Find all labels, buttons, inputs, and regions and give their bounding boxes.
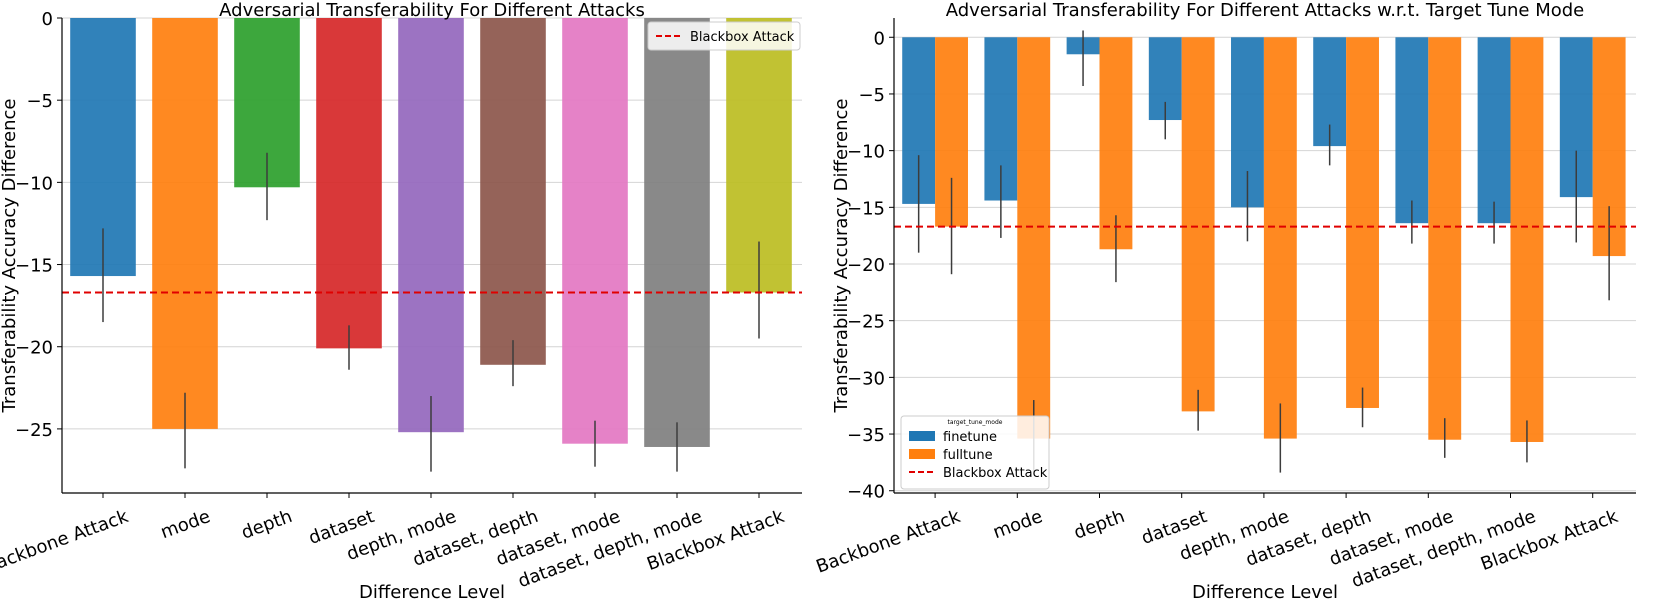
legend-label-finetune: finetune [943,430,997,445]
legend: target_tune_mode finetune fulltune Blackbox… [900,415,1050,490]
y-axis-label: Transferability Accuracy Difference [0,99,20,414]
ytick-label: −10 [15,173,53,194]
ytick-label: −20 [15,338,53,359]
ytick-label: −5 [26,91,53,112]
ytick-label: −30 [847,368,885,389]
bar-fulltune [1346,37,1379,408]
bar-fulltune [1263,37,1297,439]
xtick-label: mode [990,506,1045,543]
legend-label-reference: Blackbox Attack [943,466,1048,481]
x-axis-label: Difference Level [1192,582,1338,603]
xtick-label: Blackbox Attack [1478,506,1621,575]
chart-title: Adversarial Transferability For Differen… [219,0,645,21]
ytick-label: −20 [847,255,885,276]
ytick-label: −15 [847,198,885,219]
bar-fulltune [1099,37,1133,250]
ytick-label: −10 [847,142,885,163]
legend-swatch-finetune [909,431,935,441]
bar [152,18,218,429]
xtick-label: Blackbox Attack [644,506,787,575]
legend-title: target_tune_mode [948,419,1003,426]
bar [644,18,710,447]
xtick-label: Backbone Attack [813,506,963,578]
legend-box [647,21,801,51]
bar-fulltune [1428,37,1462,440]
bar [316,18,382,349]
bar-fulltune [1181,37,1215,412]
ytick-label: 0 [42,9,53,30]
chart-title: Adversarial Transferability For Differen… [946,0,1584,21]
bar-finetune [1395,37,1429,224]
bar [562,18,628,444]
xtick-label: Backbone Attack [0,506,132,578]
ytick-label: −40 [847,482,885,503]
chart-2: 0 −5 −10 −15 −20 −25 −30 −35 −40 Backbone Attack m… [813,0,1636,603]
bar [480,18,546,365]
legend-label-fulltune: fulltune [943,448,993,463]
ytick-label: −35 [847,425,885,446]
ytick-label: −25 [15,420,53,441]
bar [398,18,464,433]
xtick-label: depth [1071,506,1127,544]
legend: Blackbox Attack [647,21,801,51]
legend-swatch-fulltune [909,449,935,459]
ytick-label: −5 [858,85,885,106]
y-axis-label: Transferability Accuracy Difference [831,99,852,414]
x-axis-label: Difference Level [359,582,505,603]
bar-fulltune [1017,37,1051,439]
xtick-label: mode [158,506,213,543]
xtick-label: depth [239,506,295,544]
ytick-label: −25 [847,312,885,333]
legend-label-reference: Blackbox Attack [690,30,795,45]
legend-box [900,415,1050,490]
ytick-label: −15 [15,256,53,277]
ytick-label: 0 [874,28,885,49]
bar-fulltune [1510,37,1544,442]
bar-finetune [1477,37,1511,224]
